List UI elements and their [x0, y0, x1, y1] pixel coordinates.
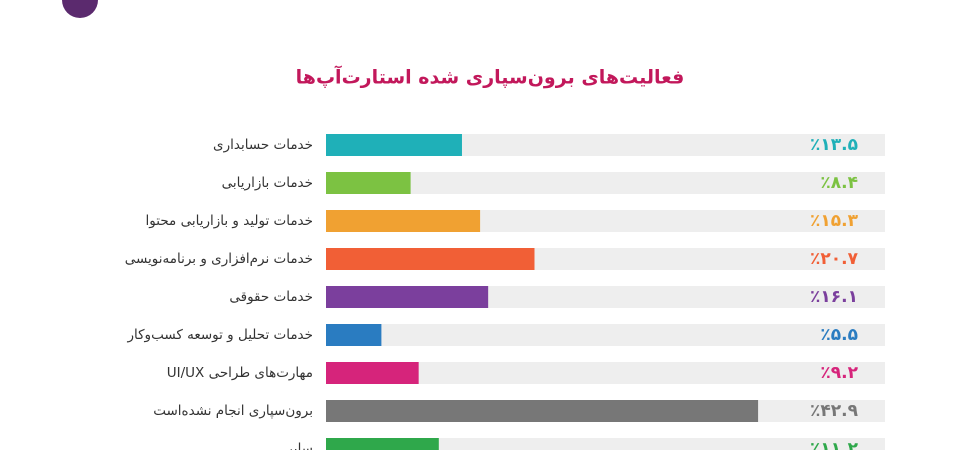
category-label: خدمات حسابداری [213, 137, 313, 153]
category-label: مهارت‌های طراحی UI/UX [167, 365, 313, 381]
value-label: ٪۸.۴ [820, 173, 858, 193]
category-label: خدمات تحلیل و توسعه کسب‌وکار [126, 327, 313, 343]
bar [326, 210, 481, 232]
bar-track [326, 172, 885, 194]
value-label: ٪۲۰.۷ [810, 249, 859, 269]
logo [62, 0, 98, 18]
bar [326, 286, 489, 308]
value-label: ٪۵.۵ [820, 325, 858, 345]
bar [326, 324, 382, 346]
category-label: سایر [285, 441, 313, 450]
value-label: ٪۹.۲ [820, 363, 858, 383]
bar-track [326, 438, 885, 450]
value-label: ٪۴۲.۹ [810, 401, 859, 421]
category-label: خدمات حقوقی [229, 289, 313, 305]
category-label: خدمات بازاریابی [222, 175, 313, 191]
value-label: ٪۱۱.۲ [810, 439, 859, 450]
bar [326, 362, 419, 384]
bar-track [326, 134, 885, 156]
value-label: ٪۱۶.۱ [810, 287, 858, 307]
bar-track [326, 362, 885, 384]
category-label: برون‌سپاری انجام نشده‌است [153, 403, 313, 419]
bar-track [326, 324, 885, 346]
bar [326, 400, 759, 422]
value-label: ٪۱۵.۳ [810, 211, 859, 231]
bar [326, 134, 462, 156]
category-label: خدمات تولید و بازاریابی محتوا [146, 213, 313, 229]
category-label: خدمات نرم‌افزاری و برنامه‌نویسی [125, 251, 313, 267]
logo-icon [62, 0, 98, 18]
bar [326, 172, 411, 194]
bar [326, 438, 439, 450]
chart-title: فعالیت‌های برون‌سپاری شده استارت‌آپ‌ها [296, 65, 685, 89]
bar [326, 248, 535, 270]
value-label: ٪۱۳.۵ [810, 135, 858, 155]
